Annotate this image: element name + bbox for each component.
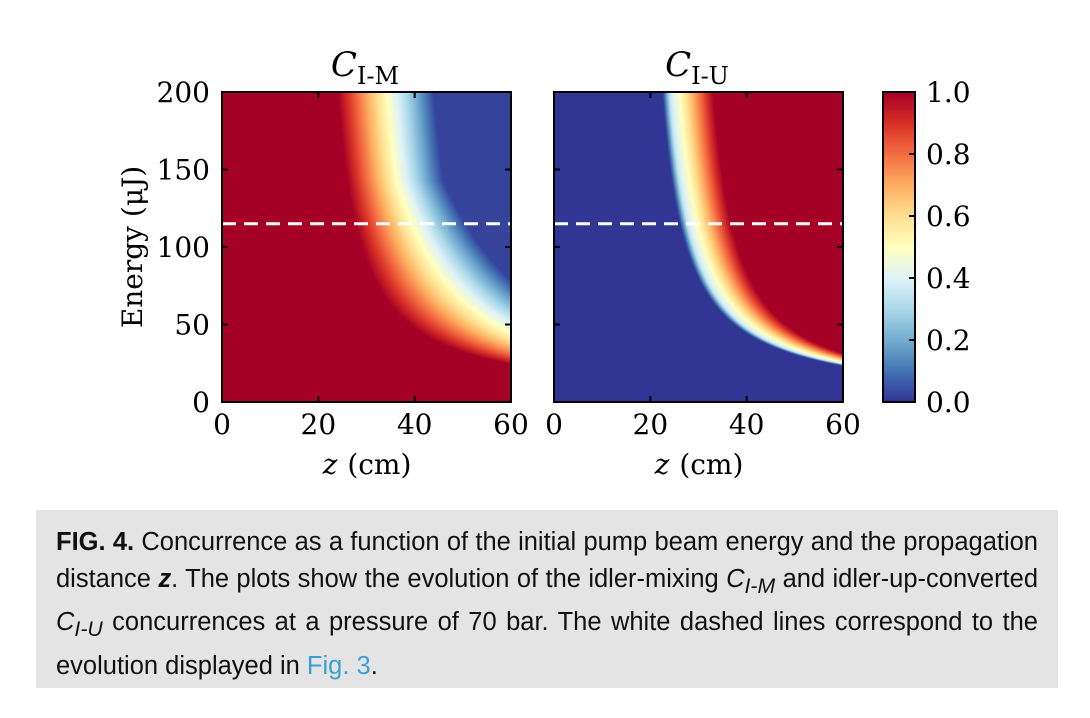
caption-text-3: and idler-up-converted — [775, 564, 1039, 593]
colorbar-tick-label: 0.4 — [926, 262, 971, 295]
caption-text-2: . The plots show the evolution of the id… — [171, 564, 727, 593]
caption-c2: C — [56, 608, 75, 637]
right-heatmap — [554, 92, 843, 402]
right-plot-title: CI-U — [665, 45, 729, 90]
colorbar-frame — [882, 91, 916, 403]
caption-c1: C — [726, 564, 745, 593]
x-tick-label: 20 — [633, 408, 669, 441]
caption-z: z — [158, 564, 172, 593]
colorbar-tick-label: 0.2 — [926, 324, 971, 357]
y-tick-label: 100 — [157, 231, 210, 264]
caption-text-5: . — [370, 651, 378, 680]
ylabel: Energy (μJ) — [116, 166, 149, 328]
x-tick-label: 0 — [213, 408, 231, 441]
y-tick-label: 200 — [157, 76, 210, 109]
x-tick-label: 0 — [545, 408, 563, 441]
y-tick-label: 0 — [192, 386, 210, 419]
colorbar-tick-label: 1.0 — [926, 76, 971, 109]
colorbar-tick-label: 0.8 — [926, 138, 971, 171]
colorbar-gradient — [883, 92, 915, 402]
left-heatmap — [222, 92, 511, 402]
caption-c2-sub: I-U — [74, 617, 103, 642]
x-tick-label: 40 — [397, 408, 433, 441]
y-tick-label: 150 — [157, 154, 210, 187]
caption-text-4: concurrences at a pressure of 70 bar. Th… — [56, 608, 1038, 680]
caption-text-1: Concurrence as a function of the initial… — [56, 528, 1038, 593]
colorbar-tick-label: 0.0 — [926, 386, 971, 419]
figure-caption: FIG. 4. Concurrence as a function of the… — [36, 510, 1058, 688]
x-tick-label: 20 — [301, 408, 337, 441]
right-xlabel: z (cm) — [654, 448, 744, 481]
left-xlabel: z (cm) — [322, 448, 412, 481]
x-tick-label: 40 — [729, 408, 765, 441]
figure: CI-M CI-U 0 20 40 60 0 20 40 60 0 50 100 150 200 0.0 0… — [116, 45, 971, 481]
y-tick-label: 50 — [174, 309, 210, 342]
caption-fig3-link[interactable]: Fig. 3 — [306, 651, 371, 680]
colorbar-tick-label: 0.6 — [926, 200, 971, 233]
x-tick-label: 60 — [825, 408, 861, 441]
x-tick-label: 60 — [493, 408, 529, 441]
caption-label: FIG. 4. — [56, 528, 135, 556]
caption-c1-sub: I-M — [744, 573, 776, 598]
left-plot-title: CI-M — [331, 45, 399, 90]
